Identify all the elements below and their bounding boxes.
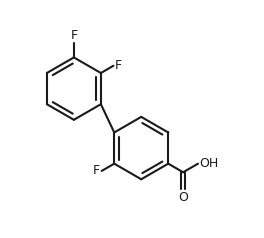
Text: O: O (178, 191, 188, 204)
Text: F: F (93, 164, 100, 178)
Text: OH: OH (199, 157, 218, 170)
Text: F: F (70, 29, 77, 42)
Text: F: F (115, 59, 122, 72)
